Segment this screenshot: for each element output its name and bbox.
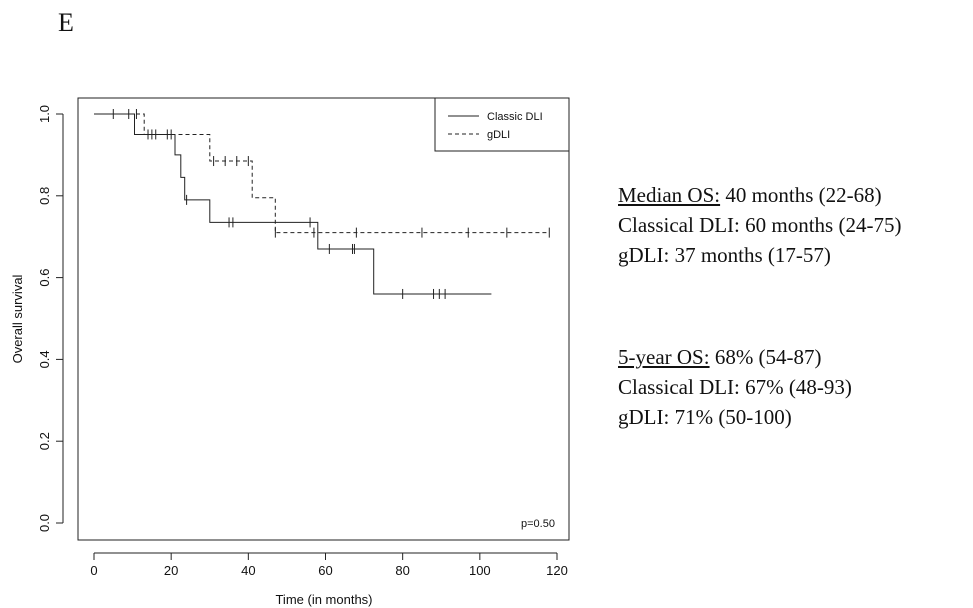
series-line-gdli [94, 113, 550, 234]
legend-label-classic-dli: Classic DLI [487, 111, 543, 123]
five-year-os-stats: 5-year OS: 68% (54-87) Classical DLI: 67… [618, 342, 852, 432]
median-os-line: Median OS: 40 months (22-68) [618, 180, 901, 210]
survival-chart: 0 20 40 60 80 100 120 0.0 0.2 0.4 0.6 0.8 1.0 Classi… [10, 97, 570, 607]
five-year-os-overall: 68% (54-87) [709, 345, 822, 369]
median-os-heading: Median OS: [618, 183, 721, 207]
y-tick-label: 0.4 [37, 350, 52, 368]
five-year-os-heading: 5-year OS: [618, 345, 710, 369]
y-tick-label: 1.0 [37, 105, 52, 123]
x-axis-label: Time (in months) [275, 592, 372, 607]
y-axis-label: Overall survival [10, 274, 25, 363]
x-tick-label: 80 [395, 563, 409, 578]
x-tick-label: 0 [90, 563, 97, 578]
median-os-stats: Median OS: 40 months (22-68) Classical D… [618, 180, 901, 270]
plot-frame [77, 97, 570, 541]
x-tick-label: 120 [546, 563, 568, 578]
median-os-classical: Classical DLI: 60 months (24-75) [618, 213, 902, 237]
five-year-os-classical: Classical DLI: 67% (48-93) [618, 375, 852, 399]
median-os-overall: 40 months (22-68) [720, 183, 882, 207]
x-tick-label: 40 [241, 563, 255, 578]
x-tick-label: 60 [318, 563, 332, 578]
five-year-os-gdli: gDLI: 71% (50-100) [618, 405, 792, 429]
y-tick-label: 0.2 [37, 432, 52, 450]
p-value-annotation: p=0.50 [521, 518, 555, 530]
legend-label-gdli: gDLI [487, 129, 510, 141]
y-tick-label: 0.8 [37, 187, 52, 205]
five-year-os-line: 5-year OS: 68% (54-87) [618, 342, 852, 372]
series-line-classic-dli [94, 113, 492, 295]
x-tick-label: 100 [469, 563, 491, 578]
panel-label: E [58, 8, 74, 37]
y-tick-label: 0.6 [37, 269, 52, 287]
legend-box [434, 97, 570, 152]
y-tick-label: 0.0 [37, 514, 52, 532]
median-os-gdli: gDLI: 37 months (17-57) [618, 243, 831, 267]
x-tick-label: 20 [164, 563, 178, 578]
legend: Classic DLI gDLI [434, 97, 570, 152]
